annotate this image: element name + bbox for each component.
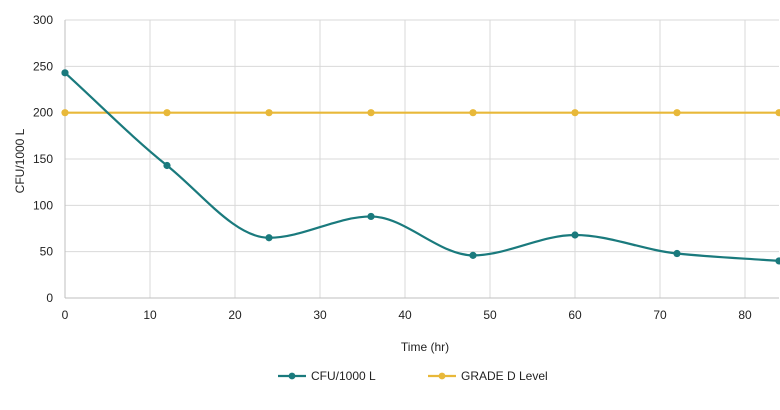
legend-marker-grade-d-level xyxy=(438,372,446,380)
data-point-grade-d-level xyxy=(265,109,273,117)
data-point-cfu-1000-l xyxy=(469,251,477,259)
grid xyxy=(65,19,779,298)
x-tick-label: 70 xyxy=(653,308,667,322)
data-point-grade-d-level xyxy=(61,109,69,117)
series xyxy=(61,69,780,265)
y-tick-label: 0 xyxy=(46,291,53,305)
y-tick-label: 150 xyxy=(33,152,53,166)
data-point-cfu-1000-l xyxy=(163,161,171,170)
legend: CFU/1000 L GRADE D Level xyxy=(278,369,548,383)
data-point-cfu-1000-l xyxy=(265,234,273,242)
data-point-grade-d-level xyxy=(163,109,171,117)
data-point-cfu-1000-l xyxy=(61,69,69,77)
x-axis-title: Time (hr) xyxy=(401,340,449,354)
legend-marker-cfu-1000-l xyxy=(288,372,296,380)
x-tick-label: 10 xyxy=(143,308,157,322)
data-point-grade-d-level xyxy=(469,109,477,117)
data-point-cfu-1000-l xyxy=(571,231,579,239)
y-tick-label: 300 xyxy=(33,13,53,27)
legend-label-grade-d-level: GRADE D Level xyxy=(461,369,548,383)
data-point-cfu-1000-l xyxy=(775,257,780,265)
y-tick-label: 50 xyxy=(40,245,54,259)
x-tick-label: 0 xyxy=(62,308,69,322)
legend-label-cfu-1000-l: CFU/1000 L xyxy=(311,369,376,383)
data-point-cfu-1000-l xyxy=(673,249,681,258)
data-point-grade-d-level xyxy=(673,109,681,117)
data-point-grade-d-level xyxy=(367,109,375,117)
y-tick-label: 200 xyxy=(33,106,53,120)
data-point-grade-d-level xyxy=(571,109,579,117)
y-tick-label: 250 xyxy=(33,59,53,73)
x-tick-label: 30 xyxy=(313,308,327,322)
y-axis-title: CFU/1000 L xyxy=(13,128,27,193)
x-tick-label: 50 xyxy=(483,308,497,322)
x-tick-label: 60 xyxy=(568,308,582,322)
axes: 0 50 100 150 200 250 300 0 10 20 30 40 50 60 70 80 xyxy=(33,13,779,322)
data-point-cfu-1000-l xyxy=(367,212,375,221)
y-tick-label: 100 xyxy=(33,198,53,212)
x-tick-label: 80 xyxy=(738,308,752,322)
series-line-cfu-1000-l xyxy=(64,72,780,263)
x-tick-label: 40 xyxy=(398,308,412,322)
x-tick-label: 20 xyxy=(228,308,242,322)
data-point-grade-d-level xyxy=(775,109,780,117)
